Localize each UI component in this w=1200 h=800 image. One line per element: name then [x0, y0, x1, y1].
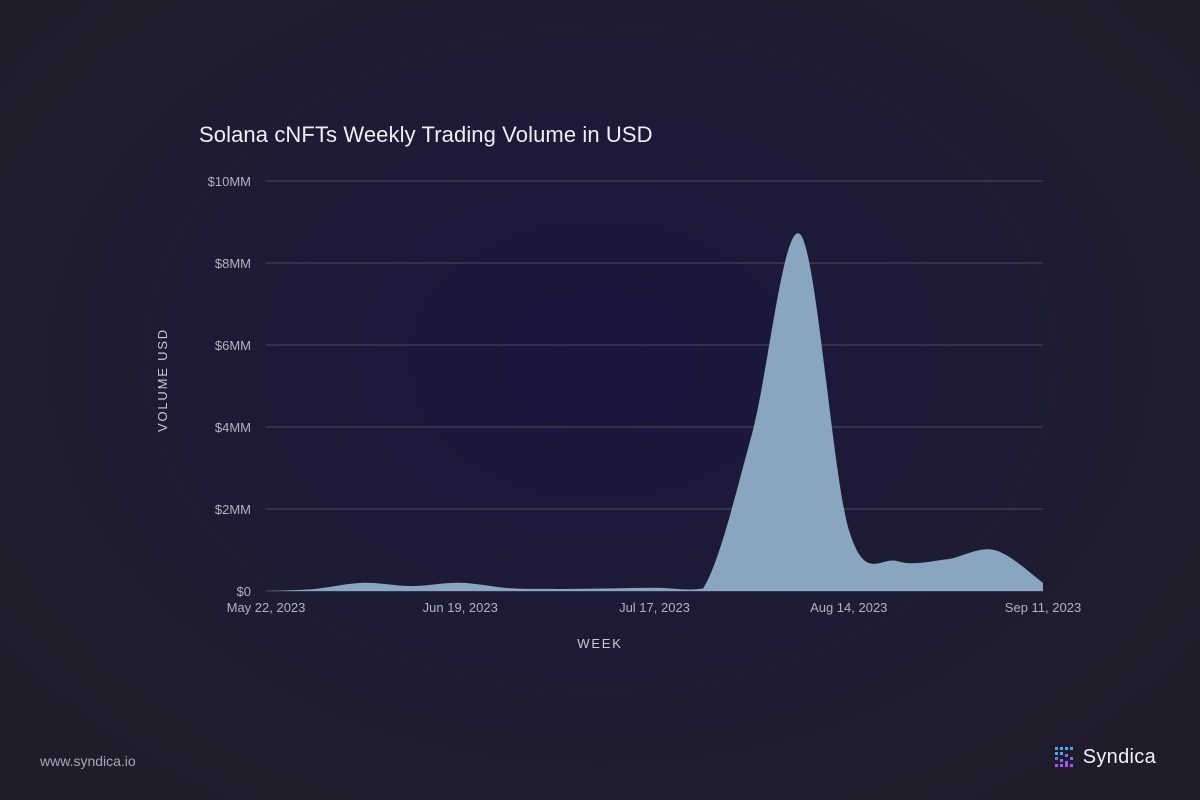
footer-url[interactable]: www.syndica.io	[40, 753, 136, 769]
y-axis-ticks: $0 $2MM $4MM $6MM $8MM $10MM	[208, 174, 251, 599]
x-tick-label: Sep 11, 2023	[1005, 600, 1081, 615]
x-tick-label: Aug 14, 2023	[810, 600, 887, 615]
y-tick-label: $4MM	[215, 420, 251, 435]
x-tick-label: Jul 17, 2023	[619, 600, 690, 615]
brand-name: Syndica	[1082, 745, 1156, 768]
y-tick-label: $6MM	[215, 338, 251, 353]
y-tick-label: $10MM	[208, 174, 251, 189]
brand: Syndica	[1053, 745, 1156, 769]
gridlines	[266, 180, 1043, 592]
x-axis-title: WEEK	[577, 636, 622, 651]
area-fill	[266, 233, 1043, 591]
y-tick-label: $8MM	[215, 256, 251, 271]
x-tick-label: May 22, 2023	[227, 600, 306, 615]
y-tick-label: $0	[237, 584, 251, 599]
y-tick-label: $2MM	[215, 502, 251, 517]
x-tick-label: Jun 19, 2023	[423, 600, 498, 615]
syndica-logo-icon	[1054, 747, 1073, 767]
x-axis-ticks: May 22, 2023 Jun 19, 2023 Jul 17, 2023 Aug …	[227, 600, 1082, 615]
chart-title: Solana cNFTs Weekly Trading Volume in US…	[199, 122, 653, 147]
area-series	[266, 233, 1043, 591]
y-axis-title: VOLUME USD	[155, 328, 170, 432]
